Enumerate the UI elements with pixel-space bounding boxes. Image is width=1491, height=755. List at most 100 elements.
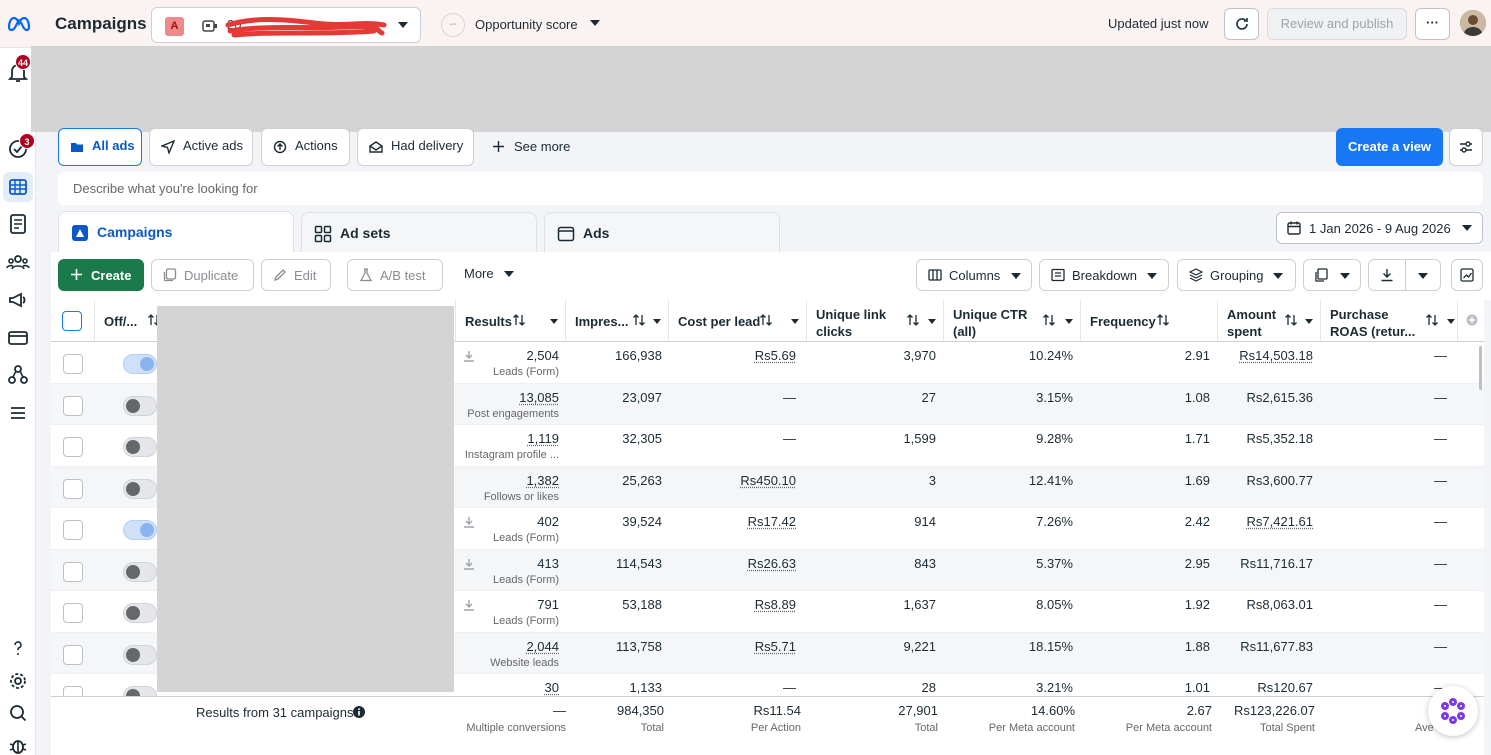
sort-icon[interactable] (1425, 313, 1439, 327)
breakdown-button[interactable]: Breakdown (1039, 259, 1169, 291)
settings-gear-icon[interactable] (6, 669, 30, 693)
export-button[interactable] (1368, 259, 1441, 291)
sort-icon[interactable] (512, 313, 526, 327)
cell-cost-per-lead[interactable]: Rs26.63 (748, 556, 796, 571)
sort-icon[interactable] (759, 313, 773, 327)
cell-cost-per-lead[interactable]: Rs5.71 (755, 639, 796, 654)
date-range-picker[interactable]: 1 Jan 2026 - 9 Aug 2026 (1276, 212, 1483, 244)
cell-results[interactable]: 13,085 (519, 390, 559, 405)
billing-icon[interactable] (6, 326, 30, 350)
row-checkbox[interactable] (63, 645, 83, 665)
megaphone-icon[interactable] (6, 288, 30, 312)
cell-amount-spent: Rs5,352.18 (1247, 431, 1314, 446)
row-checkbox[interactable] (63, 603, 83, 623)
avatar[interactable] (1460, 10, 1486, 36)
cell-results[interactable]: 2,044 (526, 639, 559, 654)
chevron-down-icon[interactable] (1065, 319, 1073, 324)
chevron-down-icon[interactable] (791, 319, 799, 324)
campaign-toggle[interactable] (123, 562, 157, 582)
tab-campaigns[interactable]: Campaigns (58, 211, 294, 253)
cell-results[interactable]: 1,382 (526, 473, 559, 488)
ad-account-selector[interactable]: A 20 (151, 7, 421, 43)
sort-icon[interactable] (632, 313, 646, 327)
cell-results[interactable]: 1,119 (527, 431, 559, 446)
columns-button[interactable]: Columns (916, 259, 1032, 291)
reports-dropdown-button[interactable] (1303, 259, 1361, 291)
search-input[interactable] (58, 172, 1483, 205)
duplicate-button[interactable]: Duplicate (151, 259, 254, 291)
header-results[interactable]: Results (456, 300, 566, 342)
campaign-toggle[interactable] (123, 686, 157, 696)
sort-icon[interactable] (1042, 313, 1056, 327)
header-amount-spent[interactable]: Amount spent (1218, 300, 1321, 342)
campaign-toggle[interactable] (123, 354, 157, 374)
info-icon[interactable] (353, 706, 365, 718)
search-icon[interactable] (6, 701, 30, 725)
menu-icon[interactable] (6, 401, 30, 425)
cell-cost-per-lead[interactable]: Rs17.42 (748, 514, 796, 529)
row-checkbox[interactable] (63, 479, 83, 499)
filter-active-ads[interactable]: Active ads (149, 128, 253, 166)
report-bug-icon[interactable] (6, 734, 30, 755)
help-icon[interactable] (6, 636, 30, 660)
filter-all-ads[interactable]: All ads (58, 128, 142, 166)
header-purchase-roas[interactable]: Purchase ROAS (retur... (1321, 300, 1458, 342)
chevron-down-icon[interactable] (1305, 319, 1313, 324)
row-checkbox[interactable] (63, 562, 83, 582)
create-view-button[interactable]: Create a view (1336, 128, 1443, 166)
audiences-icon[interactable] (6, 250, 30, 274)
review-and-publish-button[interactable]: Review and publish (1267, 8, 1407, 40)
header-add-column[interactable] (1458, 300, 1484, 342)
more-options-button[interactable]: ··· (1415, 8, 1450, 40)
select-all-checkbox[interactable] (62, 311, 82, 331)
row-checkbox[interactable] (63, 396, 83, 416)
ab-test-button[interactable]: A/B test (347, 259, 443, 291)
grouping-button[interactable]: Grouping (1177, 259, 1296, 291)
refresh-button[interactable] (1224, 8, 1259, 40)
sort-icon[interactable] (906, 313, 920, 327)
campaign-toggle[interactable] (123, 645, 157, 665)
chevron-down-icon[interactable] (1447, 319, 1455, 324)
more-actions-button[interactable]: More (464, 266, 494, 281)
row-checkbox[interactable] (63, 520, 83, 540)
chevron-down-icon[interactable] (550, 319, 558, 324)
row-checkbox[interactable] (63, 354, 83, 374)
sort-icon[interactable] (1284, 313, 1298, 327)
filter-actions[interactable]: Actions (261, 128, 350, 166)
edit-button[interactable]: Edit (261, 259, 331, 291)
cell-cost-per-lead[interactable]: Rs5.69 (755, 348, 796, 363)
ai-assistant-button[interactable] (1428, 686, 1478, 736)
tab-ads[interactable]: Ads (544, 212, 780, 252)
chevron-down-icon[interactable] (928, 319, 936, 324)
events-manager-icon[interactable] (6, 363, 30, 387)
cell-cost-per-lead[interactable]: Rs8.89 (755, 597, 796, 612)
tab-ad-sets[interactable]: Ad sets (301, 212, 537, 252)
reports-icon[interactable] (6, 212, 30, 236)
view-settings-button[interactable] (1449, 128, 1483, 166)
table-scrollbar[interactable] (1479, 346, 1482, 390)
header-impressions[interactable]: Impres... (566, 300, 669, 342)
cell-results[interactable]: 30 (545, 680, 559, 695)
header-unique-link-clicks[interactable]: Unique link clicks (807, 300, 944, 342)
charts-button[interactable] (1451, 259, 1483, 291)
meta-logo-icon[interactable] (6, 12, 32, 34)
chevron-down-icon[interactable] (653, 319, 661, 324)
create-button[interactable]: Create (58, 259, 144, 291)
campaign-toggle[interactable] (123, 603, 157, 623)
messages-icon[interactable]: 3 (6, 137, 30, 161)
filter-had-delivery[interactable]: Had delivery (357, 128, 474, 166)
header-unique-ctr[interactable]: Unique CTR (all) (944, 300, 1081, 342)
header-cost-per-lead[interactable]: Cost per lead (669, 300, 807, 342)
campaign-toggle[interactable] (123, 479, 157, 499)
cell-cost-per-lead[interactable]: Rs450.10 (740, 473, 796, 488)
campaigns-nav-icon[interactable] (3, 172, 33, 202)
campaign-toggle[interactable] (123, 520, 157, 540)
campaign-toggle[interactable] (123, 396, 157, 416)
notifications-icon[interactable]: 44 (6, 60, 30, 84)
filter-all-ads-label: All ads (92, 138, 135, 153)
sort-icon[interactable] (1156, 313, 1170, 327)
row-checkbox[interactable] (63, 437, 83, 457)
header-frequency[interactable]: Frequency (1081, 300, 1218, 342)
campaign-toggle[interactable] (123, 437, 157, 457)
row-checkbox[interactable] (63, 686, 83, 696)
